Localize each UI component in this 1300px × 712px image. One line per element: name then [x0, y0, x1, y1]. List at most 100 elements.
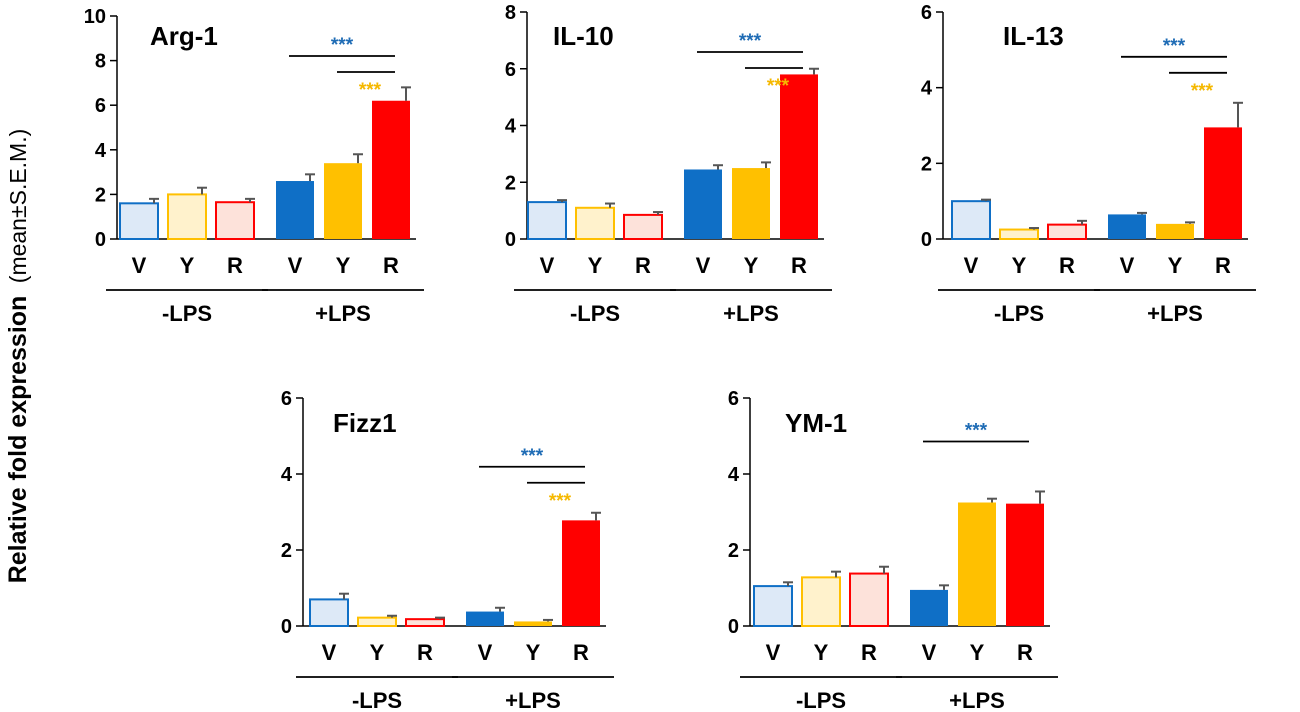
y-axis-label-main: Relative fold expression	[4, 296, 32, 584]
category-label: R	[383, 253, 399, 278]
y-tick-label: 8	[505, 2, 516, 24]
category-label: R	[573, 640, 589, 665]
y-tick-label: 0	[728, 616, 739, 638]
y-tick-label: 0	[921, 229, 932, 251]
bar-v-plus-lps	[1108, 214, 1146, 239]
y-tick-label: 2	[505, 172, 516, 194]
y-tick-label: 4	[281, 464, 293, 486]
bar-v-minus-lps	[951, 200, 991, 241]
y-axis-label-sub: (mean±S.E.M.)	[5, 129, 31, 284]
bar-y-minus-lps	[167, 193, 207, 240]
category-label: V	[132, 253, 147, 278]
bar-y-minus-lps	[999, 228, 1039, 241]
bar-y-plus-lps	[324, 163, 362, 239]
category-label: V	[696, 253, 711, 278]
panel-title: YM-1	[785, 408, 847, 438]
bar-v-plus-lps	[466, 611, 504, 626]
panel-title: IL-10	[553, 21, 614, 51]
y-tick-label: 2	[921, 153, 932, 175]
significance-label: ***	[1191, 81, 1214, 102]
group-label: +LPS	[949, 688, 1005, 712]
category-label: Y	[588, 253, 603, 278]
category-label: Y	[1012, 253, 1027, 278]
category-label: Y	[370, 640, 385, 665]
y-tick-label: 2	[728, 540, 739, 562]
chart-panel-il-13: IL-13 0 2 4 6 V Y R V Y R -LPS +LPS *** ***	[921, 2, 1256, 326]
significance-label: ***	[549, 491, 572, 512]
category-label: Y	[526, 640, 541, 665]
group-label: -LPS	[994, 301, 1044, 326]
category-label: R	[1017, 640, 1033, 665]
y-tick-label: 6	[921, 2, 932, 24]
significance-label: ***	[965, 420, 988, 441]
bar-r-plus-lps	[1006, 503, 1044, 626]
significance-label: ***	[359, 80, 382, 101]
category-label: V	[322, 640, 337, 665]
y-tick-label: 2	[281, 540, 292, 562]
category-label: Y	[1168, 253, 1183, 278]
category-label: V	[540, 253, 555, 278]
category-label: R	[1215, 253, 1231, 278]
significance-label: ***	[739, 31, 762, 52]
y-tick-label: 4	[921, 78, 933, 100]
significance-label: ***	[521, 446, 544, 467]
chart-panel-ym-1: YM-1 0 2 4 6 V Y R V Y R -LPS +LPS ***	[728, 388, 1058, 712]
bar-r-minus-lps	[623, 213, 663, 241]
bar-y-plus-lps	[958, 502, 996, 626]
bar-r-minus-lps	[849, 572, 889, 627]
category-label: V	[964, 253, 979, 278]
category-label: Y	[336, 253, 351, 278]
bar-v-minus-lps	[119, 202, 159, 241]
bar-r-minus-lps	[1047, 223, 1087, 241]
category-label: V	[766, 640, 781, 665]
y-tick-label: 4	[728, 464, 740, 486]
bar-r-plus-lps	[780, 74, 818, 239]
bar-v-plus-lps	[684, 169, 722, 239]
bar-y-minus-lps	[357, 616, 397, 628]
category-label: R	[1059, 253, 1075, 278]
category-label: Y	[180, 253, 195, 278]
category-label: R	[791, 253, 807, 278]
category-label: V	[1120, 253, 1135, 278]
bar-r-plus-lps	[1204, 127, 1242, 239]
bar-v-minus-lps	[309, 598, 349, 628]
bar-r-minus-lps	[405, 618, 445, 627]
group-label: -LPS	[352, 688, 402, 712]
group-label: +LPS	[1147, 301, 1203, 326]
significance-label: ***	[767, 76, 790, 97]
category-label: R	[417, 640, 433, 665]
significance-label: ***	[1163, 36, 1186, 57]
panel-title: Fizz1	[333, 408, 397, 438]
category-label: R	[635, 253, 651, 278]
group-label: -LPS	[162, 301, 212, 326]
category-label: R	[861, 640, 877, 665]
bar-v-plus-lps	[910, 589, 948, 626]
category-label: V	[478, 640, 493, 665]
group-label: +LPS	[505, 688, 561, 712]
bar-y-plus-lps	[1156, 223, 1194, 239]
significance-label: ***	[331, 35, 354, 56]
chart-panel-fizz1: Fizz1 0 2 4 6 V Y R V Y R -LPS +LPS *** ***	[281, 388, 614, 712]
bar-v-minus-lps	[753, 585, 793, 627]
chart-panels: Arg-1 0 2 4 6 8 10 V Y R V Y R -LPS +LPS *** *** IL-10 0 2 4…	[84, 2, 1256, 712]
bar-y-minus-lps	[575, 206, 615, 241]
y-tick-label: 8	[95, 51, 106, 73]
bar-v-plus-lps	[276, 181, 314, 239]
y-tick-label: 0	[95, 229, 106, 251]
y-tick-label: 4	[95, 140, 107, 162]
bar-y-minus-lps	[801, 576, 841, 627]
category-label: Y	[744, 253, 759, 278]
y-tick-label: 6	[505, 59, 516, 81]
category-label: Y	[814, 640, 829, 665]
y-axis-label: Relative fold expression (mean±S.E.M.)	[4, 129, 32, 584]
chart-panel-il-10: IL-10 0 2 4 6 8 V Y R V Y R -LPS +LPS *** ***	[505, 2, 832, 326]
group-label: -LPS	[570, 301, 620, 326]
y-tick-label: 6	[95, 95, 106, 117]
category-label: V	[288, 253, 303, 278]
category-label: Y	[970, 640, 985, 665]
bar-r-minus-lps	[215, 201, 255, 240]
bar-y-plus-lps	[514, 621, 552, 626]
y-tick-label: 0	[281, 616, 292, 638]
category-label: R	[227, 253, 243, 278]
